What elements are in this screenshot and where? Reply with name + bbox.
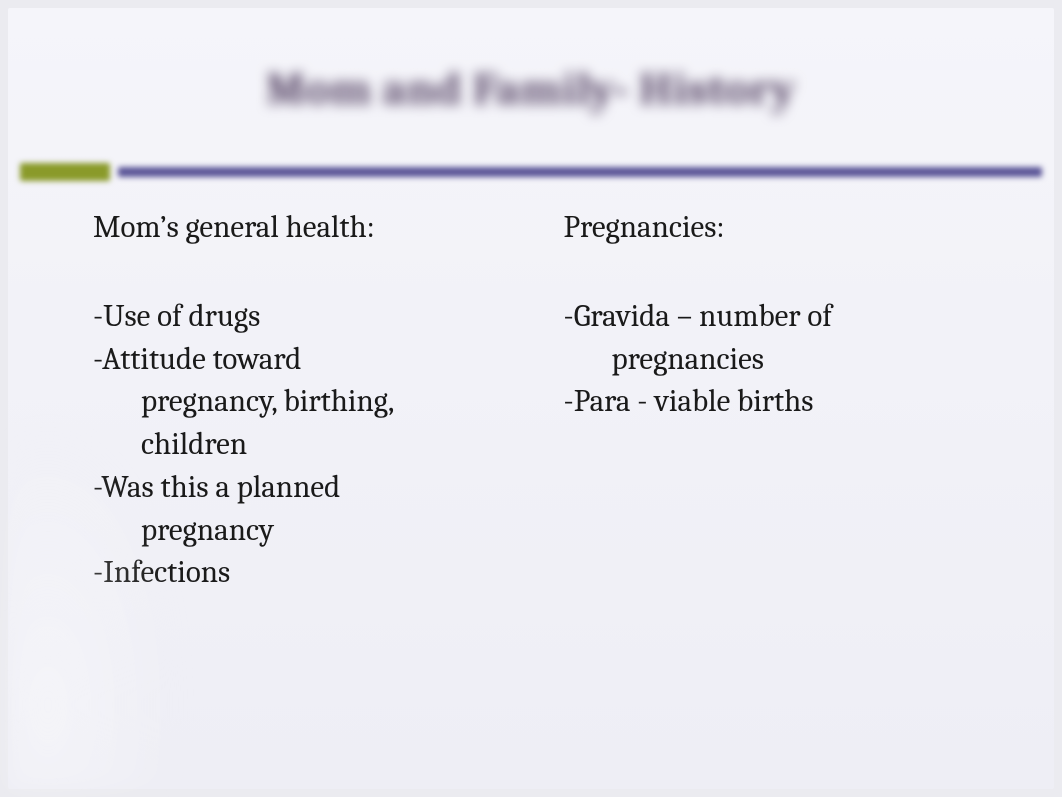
column-right: Pregnancies: -Gravida – number of pregna…: [564, 208, 995, 596]
list-item-continuation: pregnancy: [93, 511, 524, 550]
list-item-continuation: pregnancy, birthing,: [93, 382, 524, 421]
slide-title: Mom and Family- History: [8, 8, 1054, 116]
column-heading: Pregnancies:: [564, 208, 995, 247]
column-left: Mom’s general health: -Use of drugs -Att…: [93, 208, 524, 596]
list-item: -Infections: [107, 553, 524, 592]
list-item: -Was this a planned: [107, 468, 524, 507]
list-item: -Use of drugs: [107, 297, 524, 336]
list-item: -Gravida – number of: [578, 297, 995, 336]
slide: Mom and Family- History Mom’s general he…: [8, 8, 1054, 789]
divider-line: [118, 167, 1042, 177]
accent-block: [20, 163, 110, 181]
column-heading: Mom’s general health:: [93, 208, 524, 247]
list-item-continuation: pregnancies: [564, 340, 995, 379]
content-area: Mom’s general health: -Use of drugs -Att…: [93, 208, 994, 596]
list-item: -Para - viable births: [578, 382, 995, 421]
list-item: -Attitude toward: [107, 340, 524, 379]
list-item-continuation: children: [93, 425, 524, 464]
title-divider: [8, 163, 1054, 181]
